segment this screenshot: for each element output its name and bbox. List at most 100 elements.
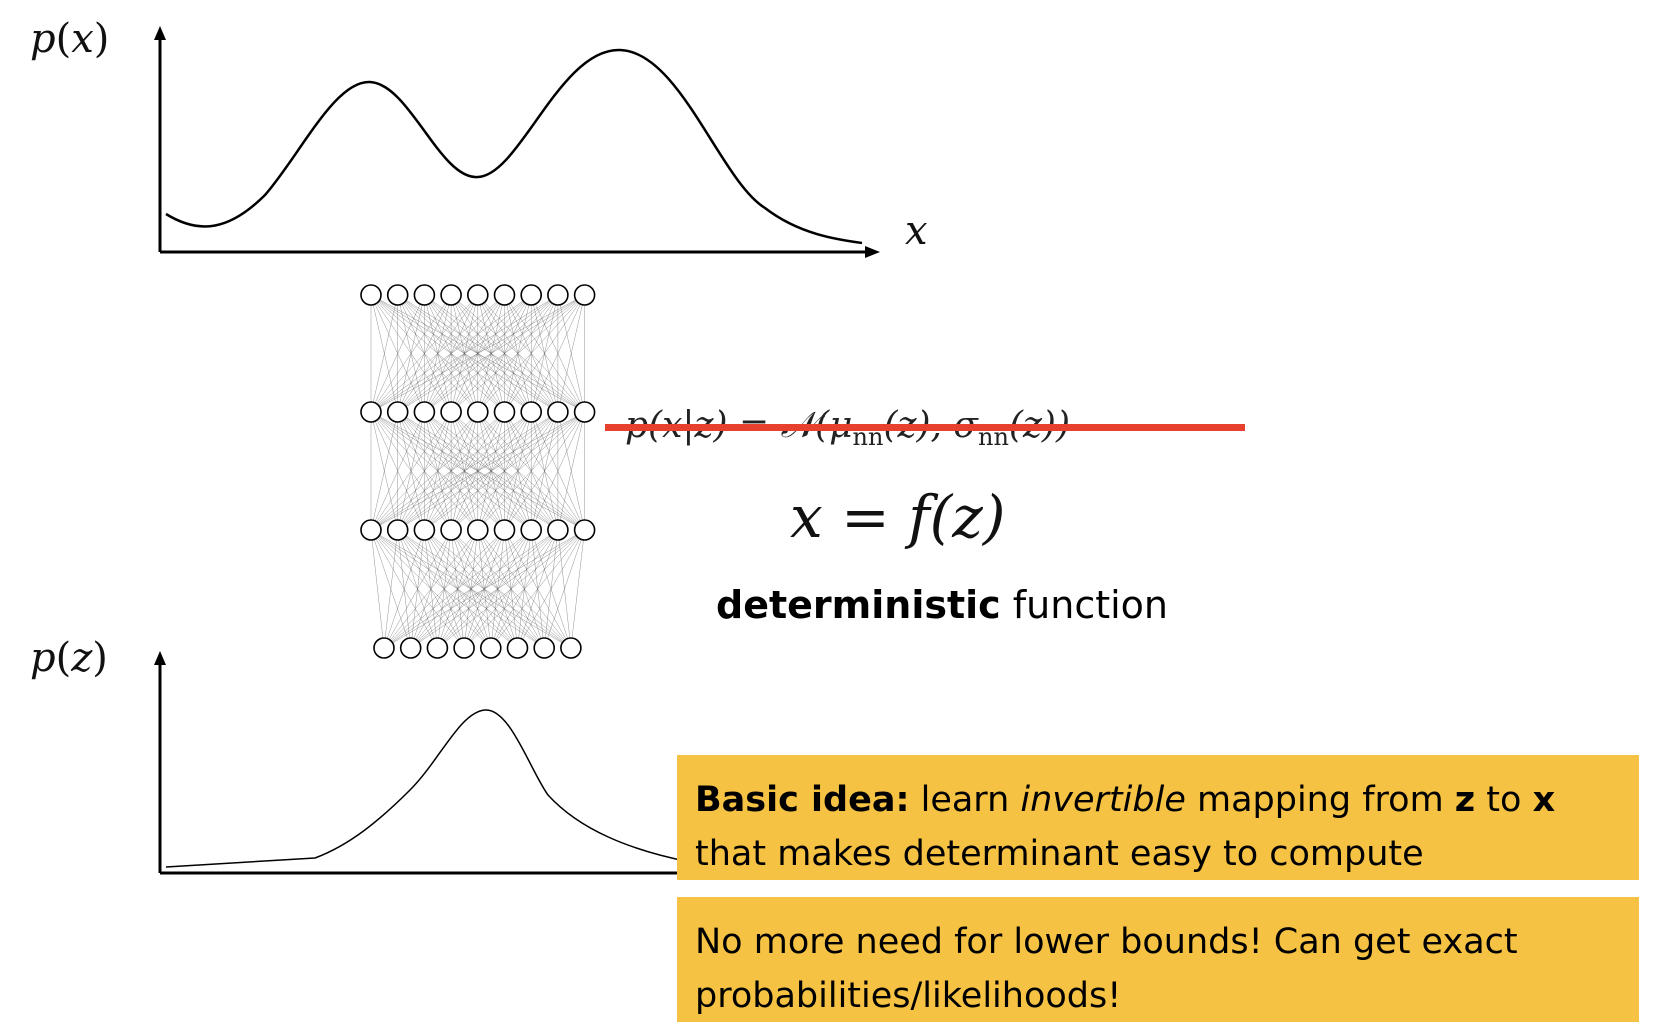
nn-connection — [370, 411, 559, 531]
nn-neuron-layer-3 — [493, 519, 516, 541]
nn-neuron-layer-1 — [440, 284, 462, 306]
nn-connection — [370, 294, 398, 413]
nn-connection — [370, 294, 532, 413]
deterministic-rest: function — [1000, 583, 1168, 627]
nn-neuron-layer-4 — [426, 637, 449, 659]
nn-neuron-layer-1 — [413, 284, 436, 306]
pz-y-axis-arrow — [154, 651, 166, 665]
nn-neuron-layer-3 — [360, 519, 382, 541]
basic-idea-text1: learn — [909, 780, 1021, 820]
nn-neuron-layer-3 — [466, 519, 489, 541]
nn-neuron-layer-2 — [520, 401, 543, 423]
px-var: x — [71, 16, 94, 62]
nn-connection — [530, 294, 585, 413]
nn-connection — [450, 411, 585, 531]
nn-neuron-layer-2 — [386, 401, 409, 423]
basic-idea-x: x — [1532, 780, 1556, 820]
nn-connection — [370, 294, 452, 413]
nn-neuron-layer-1 — [520, 284, 543, 306]
nn-connection — [383, 529, 452, 649]
nn-neuron-layer-2 — [466, 401, 489, 423]
nn-connection — [370, 294, 425, 413]
x-axis-label: x — [905, 208, 928, 254]
basic-idea-italic: invertible — [1020, 780, 1186, 820]
nn-connection — [370, 411, 425, 531]
deterministic-bold: deterministic — [716, 583, 1001, 627]
nn-neuron-layer-3 — [547, 519, 569, 541]
nn-connection — [370, 411, 478, 531]
nn-neuron-layer-4 — [506, 637, 529, 659]
nn-connection — [450, 294, 585, 413]
eq-main-equals: = — [822, 483, 909, 551]
deterministic-equation: x = f(z) — [790, 483, 1006, 551]
nn-neuron-layer-3 — [573, 519, 596, 541]
nn-neuron-layer-3 — [386, 519, 409, 541]
exact-line2: probabilities/likelihoods! — [695, 976, 1122, 1016]
nn-connection — [570, 529, 585, 649]
nn-neuron-layer-4 — [453, 637, 475, 659]
basic-idea-text2: mapping from — [1185, 780, 1455, 820]
nn-connection — [504, 294, 585, 413]
nn-connection — [557, 411, 585, 531]
nn-connection — [370, 294, 478, 413]
nn-connection — [383, 529, 398, 649]
nn-connection — [370, 411, 452, 531]
nn-connection — [383, 529, 478, 649]
px-func: p — [30, 16, 56, 62]
eq-main-func: f — [908, 483, 930, 551]
nn-connection — [530, 411, 585, 531]
nn-neuron-layer-4 — [373, 637, 395, 659]
nn-connection — [383, 529, 559, 649]
nn-neuron-layer-1 — [360, 284, 382, 306]
nn-connection — [437, 529, 585, 649]
pz-axis-label: p(z) — [30, 635, 108, 681]
nn-connection — [477, 294, 585, 413]
nn-connection — [557, 294, 585, 413]
nn-connection — [370, 411, 585, 531]
nn-connection — [463, 529, 585, 649]
red-strikethrough-line — [605, 424, 1245, 431]
nn-connection — [370, 411, 398, 531]
nn-neuron-layer-1 — [573, 284, 596, 306]
nn-neuron-layer-4 — [479, 637, 502, 659]
nn-connection — [370, 294, 585, 413]
basic-idea-callout: Basic idea: learn invertible mapping fro… — [677, 755, 1639, 880]
eq-main-arg: (z) — [929, 483, 1006, 551]
px-x-axis-arrow — [865, 246, 880, 258]
nn-connection — [370, 411, 505, 531]
px-bimodal-curve — [165, 48, 863, 245]
nn-neuron-layer-1 — [493, 284, 516, 306]
eq-main-lhs: x — [790, 483, 823, 551]
pz-func: p — [30, 635, 56, 681]
nn-neuron-layer-2 — [493, 401, 516, 423]
nn-connection — [424, 294, 585, 413]
nn-neuron-layer-4 — [533, 637, 556, 659]
nn-connection — [397, 294, 585, 413]
nn-neuron-layer-3 — [413, 519, 436, 541]
nn-connection — [410, 529, 585, 649]
nn-connection — [383, 529, 585, 649]
px-density-plot — [154, 26, 880, 258]
basic-idea-line1: Basic idea: learn invertible mapping fro… — [695, 773, 1621, 827]
nn-neuron-layer-1 — [547, 284, 569, 306]
basic-idea-z: z — [1454, 780, 1476, 820]
nn-neuron-layer-3 — [440, 519, 462, 541]
nn-neuron-layer-4 — [399, 637, 422, 659]
nn-connection — [397, 411, 585, 531]
nn-neuron-layer-2 — [547, 401, 569, 423]
nn-connection — [424, 411, 585, 531]
nn-connection — [383, 529, 425, 649]
px-y-axis-arrow — [154, 26, 166, 40]
nn-neuron-layer-3 — [520, 519, 543, 541]
basic-idea-lead: Basic idea: — [695, 780, 910, 820]
nn-connection — [383, 529, 532, 649]
nn-connection — [517, 529, 585, 649]
deterministic-function-caption: deterministic function — [716, 583, 1168, 627]
px-axis-label: p(x) — [30, 16, 110, 62]
nn-connection — [504, 411, 585, 531]
nn-connection — [490, 529, 585, 649]
nn-neuron-layer-2 — [440, 401, 462, 423]
nn-connection — [477, 411, 585, 531]
nn-neuron-layer-1 — [466, 284, 489, 306]
